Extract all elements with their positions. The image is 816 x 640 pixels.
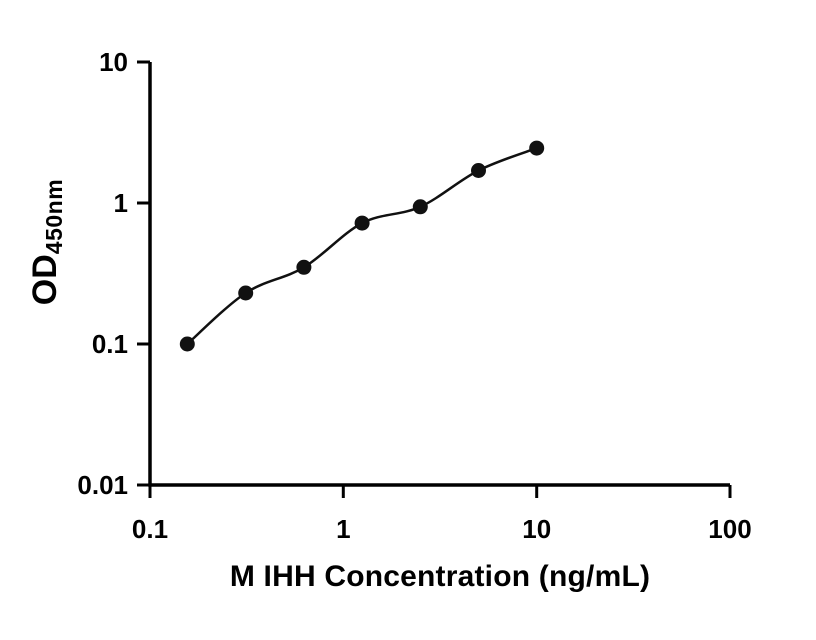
y-tick-label: 0.01 [77, 470, 128, 500]
data-point [412, 199, 428, 215]
y-tick-label: 0.1 [92, 329, 128, 359]
y-tick-label: 10 [99, 47, 128, 77]
data-point [296, 259, 312, 275]
data-point [529, 140, 545, 156]
x-tick-label: 100 [708, 514, 751, 544]
y-axis-title-sub: 450nm [41, 178, 67, 255]
y-axis-title-main: OD [26, 254, 64, 306]
x-tick-label: 10 [522, 514, 551, 544]
y-axis-title: OD450nm [26, 179, 68, 305]
y-tick-label: 1 [114, 188, 128, 218]
data-point [471, 163, 486, 178]
x-tick-label: 1 [336, 514, 350, 544]
data-point [179, 336, 195, 352]
x-tick-label: 0.1 [132, 514, 168, 544]
data-point [354, 215, 370, 231]
axes-spine [148, 62, 730, 487]
x-axis-title: M IHH Concentration (ng/mL) [229, 560, 651, 593]
fit-curve [186, 146, 538, 345]
data-point [238, 285, 254, 301]
